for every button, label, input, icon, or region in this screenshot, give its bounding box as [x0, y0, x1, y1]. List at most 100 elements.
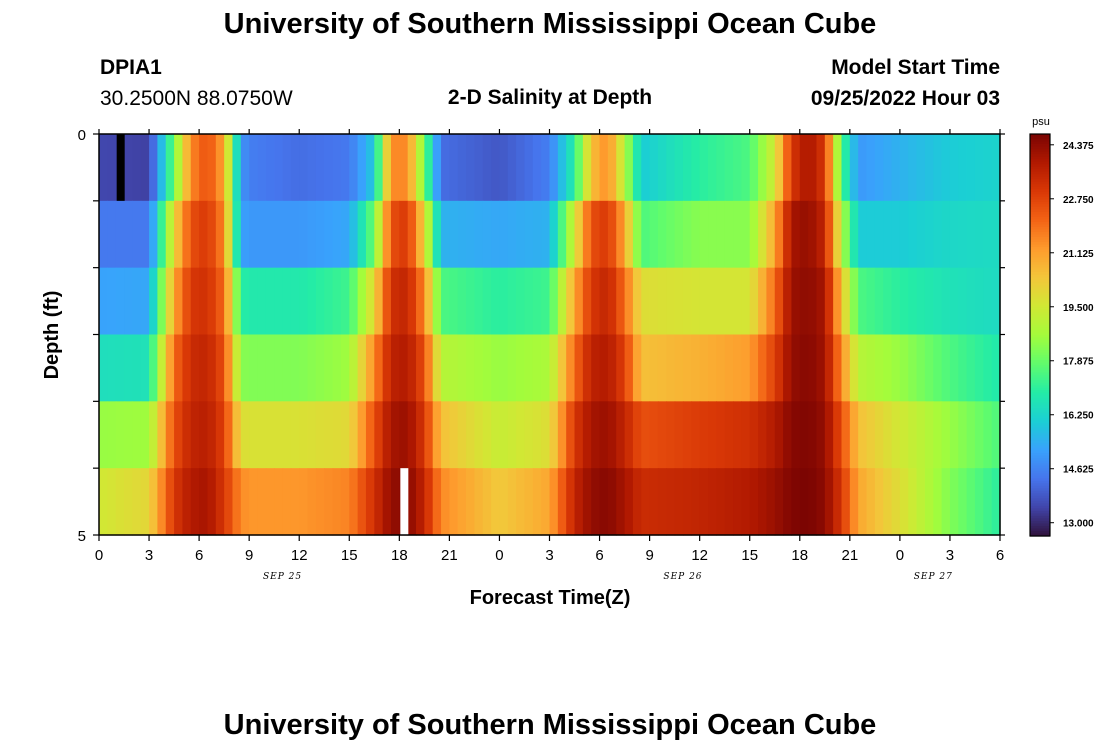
heatmap-cell: [382, 134, 392, 202]
heatmap-cell: [124, 134, 133, 202]
heatmap-cell: [549, 200, 559, 269]
colorbar-segment: [1030, 277, 1050, 281]
heatmap-cell: [682, 468, 692, 536]
colorbar-tick-label: 24.375: [1063, 141, 1094, 152]
heatmap-cell: [324, 401, 334, 469]
heatmap-cell: [265, 401, 275, 469]
heatmap-cell: [449, 267, 459, 336]
date-label: SEP 27: [914, 572, 953, 582]
heatmap-cell: [624, 468, 634, 536]
heatmap-cell: [491, 334, 501, 402]
heatmap-cell: [783, 267, 793, 336]
heatmap-cell: [324, 468, 334, 536]
colorbar-segment: [1030, 166, 1050, 170]
heatmap-cell: [824, 267, 834, 336]
heatmap-cell: [299, 334, 309, 402]
colorbar-segment: [1030, 139, 1050, 143]
heatmap-cell: [207, 134, 217, 202]
heatmap-cell: [708, 267, 717, 336]
heatmap-cell: [766, 334, 776, 402]
heatmap-cell: [165, 267, 175, 336]
heatmap-cell: [883, 468, 893, 536]
heatmap-cell: [858, 267, 868, 336]
heatmap-cell: [466, 334, 476, 402]
heatmap-cell: [282, 134, 292, 202]
heatmap-cell: [124, 334, 133, 402]
colorbar-segment: [1030, 480, 1050, 484]
colorbar-segment: [1030, 196, 1050, 200]
heatmap-cell: [582, 334, 592, 402]
heatmap-cell: [899, 267, 909, 336]
heatmap-cell: [407, 468, 417, 536]
colorbar-segment: [1030, 357, 1050, 361]
x-tick-label: 18: [391, 547, 408, 564]
heatmap-cell: [624, 267, 634, 336]
heatmap-cell: [599, 134, 609, 202]
heatmap-cell: [390, 468, 400, 536]
heatmap-cell: [365, 401, 375, 469]
heatmap-cell: [958, 267, 968, 336]
colorbar-segment: [1030, 395, 1050, 399]
colorbar-segment: [1030, 485, 1050, 489]
heatmap-cell: [599, 401, 609, 469]
heatmap-cell: [699, 334, 709, 402]
colorbar-segment: [1030, 495, 1050, 499]
heatmap-cell: [482, 200, 492, 269]
heatmap-cell: [466, 267, 476, 336]
colorbar-segment: [1030, 435, 1050, 439]
colorbar-segment: [1030, 422, 1050, 427]
heatmap-cell: [382, 334, 392, 402]
heatmap-cell: [424, 200, 434, 269]
heatmap-cell: [958, 200, 968, 269]
heatmap-cell: [541, 334, 551, 402]
heatmap-cell: [507, 134, 517, 202]
heatmap-cell: [774, 468, 784, 536]
heatmap-cell: [607, 134, 617, 202]
heatmap-cell: [991, 334, 1001, 402]
heatmap-cell: [824, 334, 834, 402]
heatmap-cell: [516, 334, 526, 402]
station-coordinates: 30.2500N 88.0750W: [100, 87, 293, 110]
heatmap-cell: [708, 401, 717, 469]
heatmap-cell: [249, 401, 259, 469]
colorbar-segment: [1030, 367, 1050, 371]
heatmap-cell: [140, 468, 150, 536]
heatmap-cell: [708, 334, 717, 402]
heatmap-cell: [716, 134, 726, 202]
colorbar-segment: [1030, 533, 1050, 537]
colorbar-segment: [1030, 382, 1050, 386]
heatmap-cell: [991, 134, 1001, 202]
heatmap-cell: [99, 334, 108, 402]
heatmap-cell: [682, 200, 692, 269]
heatmap-cell: [374, 468, 384, 536]
heatmap-cell: [340, 267, 350, 336]
heatmap-cell: [107, 401, 117, 469]
heatmap-cell: [749, 267, 759, 336]
heatmap-cell: [232, 134, 242, 202]
heatmap-cell: [749, 468, 759, 536]
heatmap-cell: [274, 334, 284, 402]
heatmap-cell: [774, 401, 784, 469]
heatmap-cell: [357, 401, 367, 469]
heatmap-cell: [340, 468, 350, 536]
heatmap-cell: [357, 267, 367, 336]
heatmap-cell: [933, 267, 943, 336]
heatmap-cell: [257, 401, 267, 469]
colorbar-segment: [1030, 186, 1050, 190]
heatmap-cell: [507, 200, 517, 269]
heatmap-cell: [474, 267, 484, 336]
heatmap-cell: [132, 401, 142, 469]
heatmap-cell: [983, 134, 993, 202]
heatmap-cell: [699, 200, 709, 269]
heatmap-cell: [240, 267, 250, 336]
heatmap-cell: [315, 334, 325, 402]
colorbar-segment: [1030, 307, 1050, 311]
heatmap-cell: [457, 200, 467, 269]
heatmap-cell: [399, 134, 409, 202]
heatmap-cell: [507, 401, 517, 469]
heatmap-cell: [199, 334, 209, 402]
model-start-value: 09/25/2022 Hour 03: [810, 87, 1000, 110]
colorbar-segment: [1030, 370, 1050, 374]
heatmap-cell: [791, 468, 801, 536]
heatmap-cell: [908, 468, 918, 536]
